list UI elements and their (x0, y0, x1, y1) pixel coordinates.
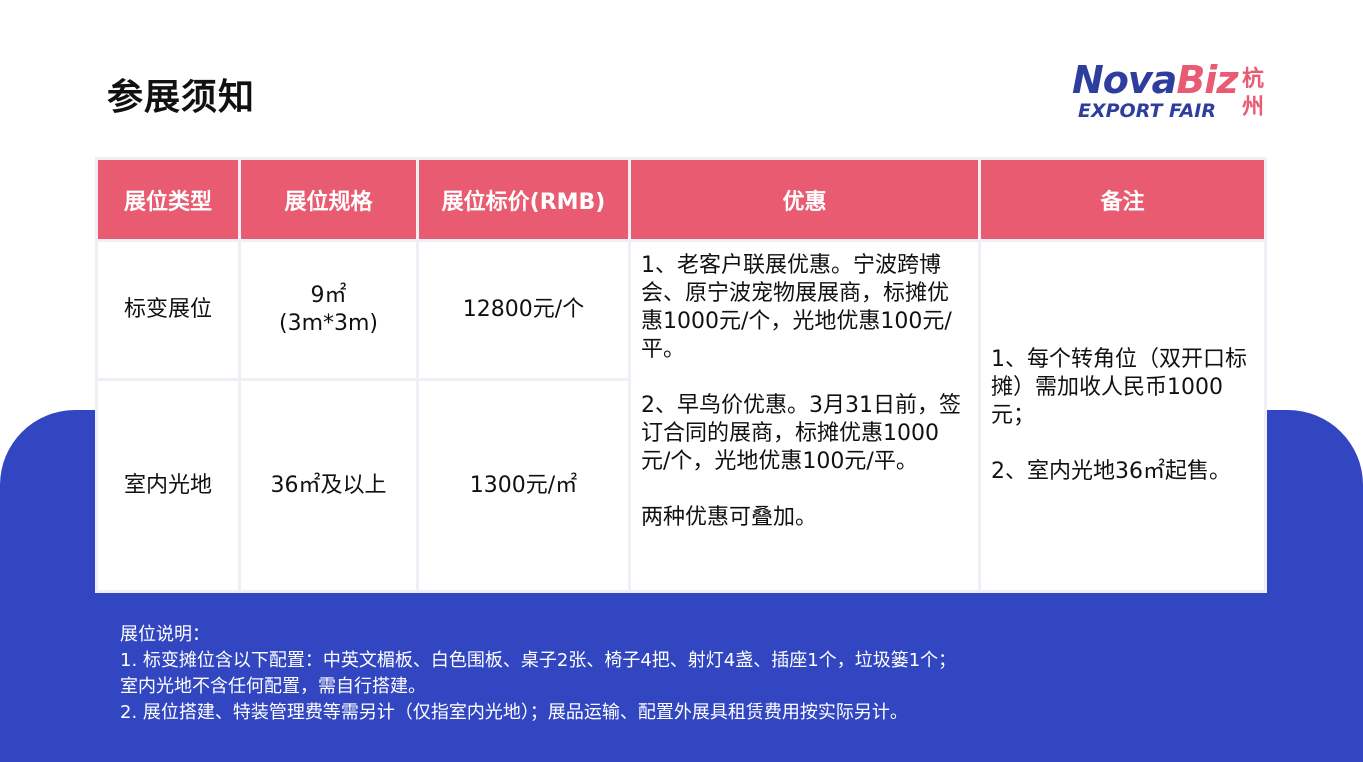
novabiz-logo: NovaBiz EXPORT FAIR 杭州 (1072, 58, 1265, 122)
cell-price: 1300元/㎡ (419, 381, 628, 590)
table-row: 室内光地 36㎡及以上 1300元/㎡ (98, 381, 1264, 590)
header-price: 展位标价(RMB) (419, 160, 628, 239)
header-remarks: 备注 (981, 160, 1264, 239)
table-header: 展位类型 展位规格 展位标价(RMB) 优惠 备注 (98, 160, 1264, 239)
booth-notes: 展位说明： 1. 标变摊位含以下配置：中英文楣板、白色围板、桌子2张、椅子4把、射… (120, 624, 957, 723)
booth-table: 展位类型 展位规格 展位标价(RMB) 优惠 备注 标变展位 9㎡ (3m*3m)… (95, 157, 1267, 593)
cell-spec: 36㎡及以上 (241, 381, 416, 590)
cell-remarks: 1、每个转角位（双开口标摊）需加收人民币1000元； 2、室内光地36㎡起售。 (981, 242, 1264, 590)
cell-discount: 1、老客户联展优惠。宁波跨博会、原宁波宠物展展商，标摊优惠1000元/个，光地优… (631, 242, 978, 590)
cell-type: 室内光地 (98, 381, 238, 590)
cell-price: 12800元/个 (419, 242, 628, 378)
cell-type: 标变展位 (98, 242, 238, 378)
page-title: 参展须知 (107, 77, 256, 118)
header-spec: 展位规格 (241, 160, 416, 239)
header-discount: 优惠 (631, 160, 978, 239)
header-type: 展位类型 (98, 160, 238, 239)
cell-spec: 9㎡ (3m*3m) (241, 242, 416, 378)
table-row: 标变展位 9㎡ (3m*3m) 12800元/个 1、老客户联展优惠。宁波跨博会、… (98, 242, 1264, 590)
